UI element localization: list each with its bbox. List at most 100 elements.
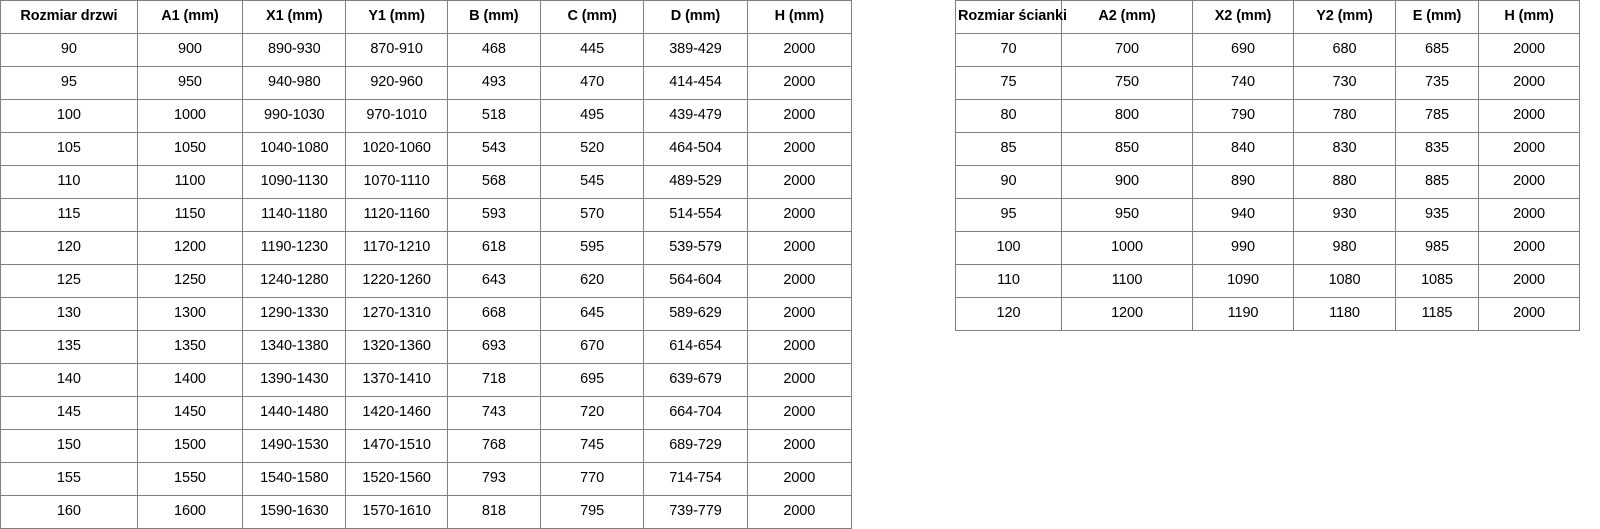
- door-cell-r3-c5: 520: [539, 132, 645, 166]
- door-column-header-5: C (mm): [539, 0, 645, 34]
- door-cell-r2-c6: 439-479: [643, 99, 748, 133]
- wall-cell-r4-c4: 885: [1395, 165, 1479, 199]
- wall-cell-r0-c1: 700: [1061, 33, 1193, 67]
- door-cell-r14-c5: 795: [539, 495, 645, 529]
- wall-cell-r6-c0: 100: [955, 231, 1062, 265]
- door-cell-r7-c1: 1250: [136, 264, 244, 298]
- door-column-header-4: B (mm): [446, 0, 541, 34]
- door-cell-r14-c4: 818: [446, 495, 541, 529]
- wall-table-header: Rozmiar ścianki A2 (mm) X2 (mm) Y2 (mm) E (m…: [955, 0, 1580, 34]
- wall-cell-r5-c5: 2000: [1478, 198, 1580, 232]
- wall-cell-r1-c5: 2000: [1478, 66, 1580, 100]
- wall-cell-r5-c0: 95: [955, 198, 1062, 232]
- table-row: 110 1100 1090-1130 1070-1110 568 545 489-529 20…: [0, 165, 853, 199]
- table-row: 90 900 890-930 870-910 468 445 389-429 2000: [0, 33, 853, 67]
- wall-cell-r0-c3: 680: [1293, 33, 1396, 67]
- door-cell-r10-c4: 718: [446, 363, 541, 397]
- door-cell-r3-c2: 1040-1080: [242, 132, 347, 166]
- door-cell-r8-c6: 589-629: [643, 297, 748, 331]
- wall-cell-r0-c0: 70: [955, 33, 1062, 67]
- door-cell-r5-c7: 2000: [746, 198, 853, 232]
- door-cell-r14-c2: 1590-1630: [242, 495, 347, 529]
- wall-cell-r7-c3: 1080: [1293, 264, 1396, 298]
- door-cell-r1-c6: 414-454: [643, 66, 748, 100]
- door-cell-r10-c1: 1400: [136, 363, 244, 397]
- door-cell-r3-c1: 1050: [136, 132, 244, 166]
- door-cell-r4-c7: 2000: [746, 165, 853, 199]
- door-cell-r13-c0: 155: [0, 462, 138, 496]
- wall-column-header-2: X2 (mm): [1192, 0, 1294, 34]
- wall-column-header-4: E (mm): [1395, 0, 1479, 34]
- door-cell-r2-c3: 970-1010: [345, 99, 448, 133]
- door-cell-r14-c7: 2000: [746, 495, 853, 529]
- door-cell-r11-c4: 743: [446, 396, 541, 430]
- door-cell-r1-c5: 470: [539, 66, 645, 100]
- wall-cell-r5-c2: 940: [1192, 198, 1294, 232]
- wall-cell-r6-c3: 980: [1293, 231, 1396, 265]
- door-table-body: 90 900 890-930 870-910 468 445 389-429 2000 95 95…: [0, 33, 853, 529]
- door-column-header-2: X1 (mm): [242, 0, 347, 34]
- door-dimensions-table: Rozmiar drzwi A1 (mm) X1 (mm) Y1 (mm) B (mm)…: [0, 0, 853, 529]
- door-cell-r13-c7: 2000: [746, 462, 853, 496]
- door-cell-r6-c0: 120: [0, 231, 138, 265]
- wall-cell-r1-c2: 740: [1192, 66, 1294, 100]
- wall-cell-r3-c1: 850: [1061, 132, 1193, 166]
- door-cell-r9-c7: 2000: [746, 330, 853, 364]
- wall-dimensions-table: Rozmiar ścianki A2 (mm) X2 (mm) Y2 (mm) E (m…: [955, 0, 1580, 331]
- wall-cell-r8-c4: 1185: [1395, 297, 1479, 331]
- door-column-header-3: Y1 (mm): [345, 0, 448, 34]
- door-cell-r11-c5: 720: [539, 396, 645, 430]
- wall-cell-r5-c4: 935: [1395, 198, 1479, 232]
- door-cell-r10-c0: 140: [0, 363, 138, 397]
- door-cell-r3-c0: 105: [0, 132, 138, 166]
- table-header-row: Rozmiar ścianki A2 (mm) X2 (mm) Y2 (mm) E (m…: [955, 0, 1580, 34]
- door-cell-r12-c1: 1500: [136, 429, 244, 463]
- door-cell-r6-c5: 595: [539, 231, 645, 265]
- door-cell-r0-c5: 445: [539, 33, 645, 67]
- wall-column-header-1: A2 (mm): [1061, 0, 1193, 34]
- door-cell-r1-c7: 2000: [746, 66, 853, 100]
- wall-cell-r5-c1: 950: [1061, 198, 1193, 232]
- door-cell-r11-c7: 2000: [746, 396, 853, 430]
- door-cell-r4-c6: 489-529: [643, 165, 748, 199]
- door-cell-r12-c7: 2000: [746, 429, 853, 463]
- door-cell-r6-c4: 618: [446, 231, 541, 265]
- wall-cell-r2-c5: 2000: [1478, 99, 1580, 133]
- door-cell-r2-c4: 518: [446, 99, 541, 133]
- table-row: 145 1450 1440-1480 1420-1460 743 720 664-704 20…: [0, 396, 853, 430]
- table-row: 85 850 840 830 835 2000: [955, 132, 1580, 166]
- door-cell-r1-c1: 950: [136, 66, 244, 100]
- door-cell-r4-c4: 568: [446, 165, 541, 199]
- door-cell-r1-c4: 493: [446, 66, 541, 100]
- wall-cell-r2-c4: 785: [1395, 99, 1479, 133]
- door-cell-r1-c2: 940-980: [242, 66, 347, 100]
- wall-cell-r3-c0: 85: [955, 132, 1062, 166]
- table-row: 115 1150 1140-1180 1120-1160 593 570 514-554 20…: [0, 198, 853, 232]
- wall-cell-r0-c2: 690: [1192, 33, 1294, 67]
- wall-cell-r8-c3: 1180: [1293, 297, 1396, 331]
- door-cell-r14-c3: 1570-1610: [345, 495, 448, 529]
- door-cell-r14-c6: 739-779: [643, 495, 748, 529]
- table-row: 80 800 790 780 785 2000: [955, 99, 1580, 133]
- table-row: 125 1250 1240-1280 1220-1260 643 620 564-604 20…: [0, 264, 853, 298]
- door-cell-r2-c0: 100: [0, 99, 138, 133]
- door-cell-r11-c6: 664-704: [643, 396, 748, 430]
- door-cell-r9-c4: 693: [446, 330, 541, 364]
- door-cell-r0-c3: 870-910: [345, 33, 448, 67]
- door-cell-r0-c7: 2000: [746, 33, 853, 67]
- wall-cell-r1-c1: 750: [1061, 66, 1193, 100]
- door-cell-r5-c1: 1150: [136, 198, 244, 232]
- door-cell-r13-c2: 1540-1580: [242, 462, 347, 496]
- table-row: 95 950 940 930 935 2000: [955, 198, 1580, 232]
- door-cell-r1-c3: 920-960: [345, 66, 448, 100]
- door-cell-r6-c1: 1200: [136, 231, 244, 265]
- door-cell-r5-c4: 593: [446, 198, 541, 232]
- door-cell-r8-c2: 1290-1330: [242, 297, 347, 331]
- door-cell-r12-c4: 768: [446, 429, 541, 463]
- wall-cell-r7-c0: 110: [955, 264, 1062, 298]
- door-cell-r14-c0: 160: [0, 495, 138, 529]
- wall-cell-r7-c5: 2000: [1478, 264, 1580, 298]
- wall-cell-r0-c4: 685: [1395, 33, 1479, 67]
- door-cell-r9-c3: 1320-1360: [345, 330, 448, 364]
- door-cell-r7-c3: 1220-1260: [345, 264, 448, 298]
